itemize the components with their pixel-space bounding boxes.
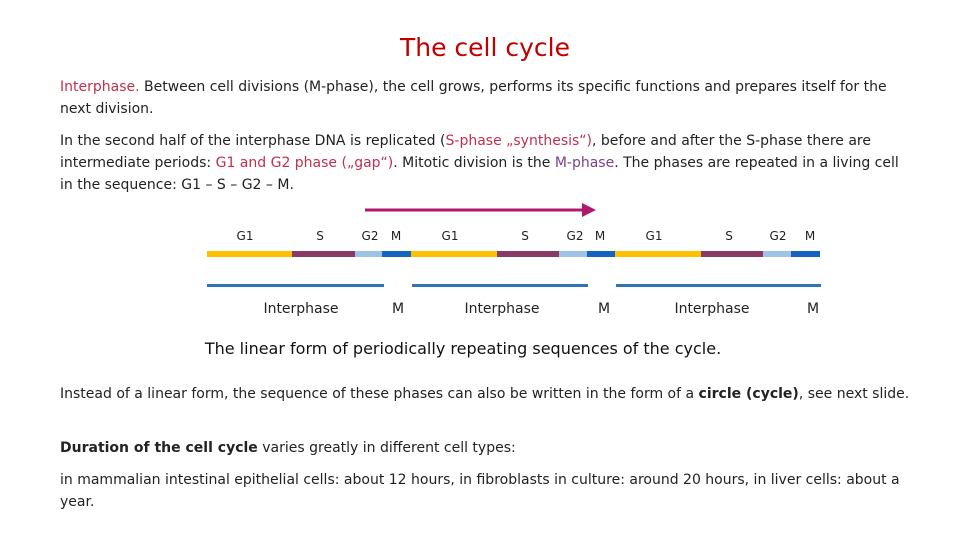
phases-text-2: , before and after the S-phase there are… [60, 133, 871, 171]
bar-m [382, 251, 411, 257]
interphase-paragraph: Interphase. Between cell divisions (M-ph… [60, 76, 910, 120]
duration-paragraph: Duration of the cell cycle varies greatl… [60, 437, 910, 459]
examples-text: in mammalian intestinal epithelial cells… [60, 472, 900, 510]
phase-label-m: M [805, 229, 815, 243]
bar-g2 [763, 251, 791, 257]
cell-cycle-linear-diagram: G1 S G2 M G1 S G2 M G1 S G2 M Interphase… [204, 203, 821, 358]
phase-label-m: M [391, 229, 401, 243]
phase-label-s: S [316, 229, 324, 243]
circle-term: circle (cycle) [698, 386, 799, 402]
bar-m [791, 251, 820, 257]
bar-s [292, 251, 355, 257]
bar-g2 [559, 251, 587, 257]
phase-label-g2: G2 [770, 229, 787, 243]
interphase-label: Interphase [674, 301, 749, 317]
interphase-underline [207, 284, 384, 287]
phase-label-s: S [725, 229, 733, 243]
phase-label-m: M [595, 229, 605, 243]
cycle-arrow-head [582, 203, 596, 217]
interphase-label: Interphase [263, 301, 338, 317]
diagram-caption: The linear form of periodically repeatin… [204, 339, 721, 358]
phases-text-4: . The phases are repeated in a living ce… [60, 155, 899, 193]
m-label: M [598, 301, 610, 317]
bar-g2 [355, 251, 382, 257]
interphase-description: Between cell divisions (M-phase), the ce… [60, 79, 887, 117]
interphase-underline [616, 284, 821, 287]
interphase-label: Interphase [464, 301, 539, 317]
m-phase-term: M-phase [554, 155, 615, 171]
duration-term: Duration of the cell cycle [60, 440, 258, 456]
bar-g1 [411, 251, 497, 257]
gap-phases-term: G1 and G2 phase („gap“) [215, 155, 394, 171]
circle-form-paragraph: Instead of a linear form, the sequence o… [60, 383, 910, 405]
m-label: M [392, 301, 404, 317]
duration-text: varies greatly in different cell types: [257, 440, 516, 456]
phase-label-g2: G2 [362, 229, 379, 243]
examples-paragraph: in mammalian intestinal epithelial cells… [60, 469, 910, 513]
interphase-underline [412, 284, 588, 287]
bar-s [701, 251, 763, 257]
bar-m [587, 251, 615, 257]
phase-label-g1: G1 [237, 229, 254, 243]
phase-label-g1: G1 [646, 229, 663, 243]
slide-title: The cell cycle [399, 33, 571, 62]
m-label: M [807, 301, 819, 317]
bar-g1 [615, 251, 701, 257]
s-phase-term: S-phase „synthesis“) [445, 133, 593, 149]
phase-label-s: S [521, 229, 529, 243]
phases-text-3: . Mitotic division is the [393, 155, 555, 171]
bar-g1 [207, 251, 292, 257]
phases-paragraph: In the second half of the interphase DNA… [60, 130, 910, 196]
phases-text-1: In the second half of the interphase DNA… [60, 133, 446, 149]
interphase-term: Interphase. [60, 79, 140, 95]
bar-s [497, 251, 559, 257]
phase-label-g2: G2 [567, 229, 584, 243]
phase-label-g1: G1 [442, 229, 459, 243]
circle-text-1: Instead of a linear form, the sequence o… [60, 386, 699, 402]
circle-text-2: , see next slide. [798, 386, 910, 402]
